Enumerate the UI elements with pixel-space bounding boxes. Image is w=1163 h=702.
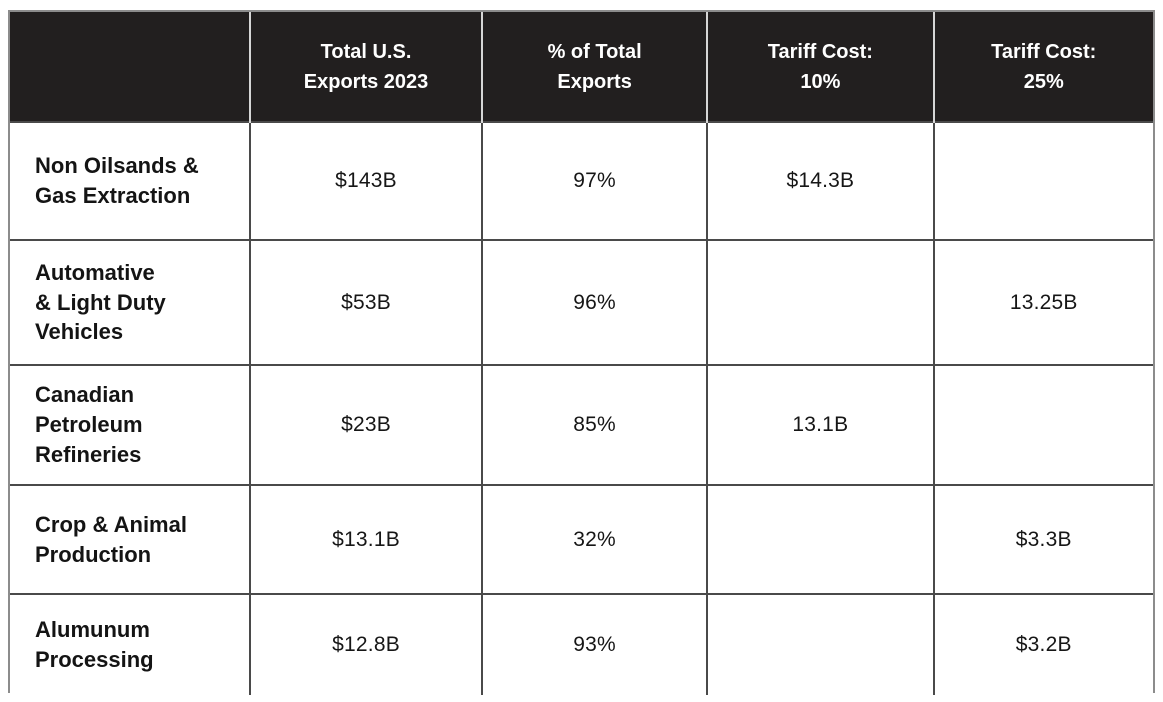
cell-pct-of-total: 32%	[481, 484, 708, 594]
table-row: Crop & Animal Production $13.1B 32% $3.3…	[10, 484, 1153, 594]
header-cell-tariff-25: Tariff Cost: 25%	[932, 12, 1153, 122]
row-category: Automative & Light Duty Vehicles	[10, 239, 251, 365]
cell-total-exports: $23B	[249, 364, 483, 485]
export-tariff-table: Total U.S. Exports 2023 % of Total Expor…	[8, 10, 1155, 695]
cell-tariff-25	[932, 364, 1153, 485]
cell-pct-of-total: 85%	[481, 364, 708, 485]
cell-tariff-10	[706, 239, 934, 365]
table-row: Non Oilsands & Gas Extraction $143B 97% …	[10, 121, 1153, 240]
table-row: Automative & Light Duty Vehicles $53B 96…	[10, 239, 1153, 365]
cell-total-exports: $53B	[249, 239, 483, 365]
cell-total-exports: $143B	[249, 121, 483, 240]
cell-tariff-25	[932, 121, 1153, 240]
cell-pct-of-total: 97%	[481, 121, 708, 240]
cell-pct-of-total: 96%	[481, 239, 708, 365]
cell-tariff-25: $3.2B	[932, 593, 1153, 695]
cell-total-exports: $12.8B	[249, 593, 483, 695]
cell-tariff-10: 13.1B	[706, 364, 934, 485]
row-category: Non Oilsands & Gas Extraction	[10, 121, 251, 240]
header-cell-total-exports: Total U.S. Exports 2023	[249, 12, 483, 122]
cell-tariff-25: 13.25B	[932, 239, 1153, 365]
table-header-row: Total U.S. Exports 2023 % of Total Expor…	[10, 12, 1153, 122]
table-row: Alumunum Processing $12.8B 93% $3.2B	[10, 593, 1153, 695]
cell-tariff-25: $3.3B	[932, 484, 1153, 594]
data-table: Total U.S. Exports 2023 % of Total Expor…	[10, 12, 1153, 695]
header-cell-tariff-10: Tariff Cost: 10%	[706, 12, 934, 122]
cell-total-exports: $13.1B	[249, 484, 483, 594]
cell-pct-of-total: 93%	[481, 593, 708, 695]
header-cell-pct-of-total: % of Total Exports	[481, 12, 708, 122]
table-row: Canadian Petroleum Refineries $23B 85% 1…	[10, 364, 1153, 485]
row-category: Crop & Animal Production	[10, 484, 251, 594]
header-cell-category	[10, 12, 251, 122]
row-category: Alumunum Processing	[10, 593, 251, 695]
row-category: Canadian Petroleum Refineries	[10, 364, 251, 485]
cell-tariff-10: $14.3B	[706, 121, 934, 240]
cell-tariff-10	[706, 484, 934, 594]
cell-tariff-10	[706, 593, 934, 695]
